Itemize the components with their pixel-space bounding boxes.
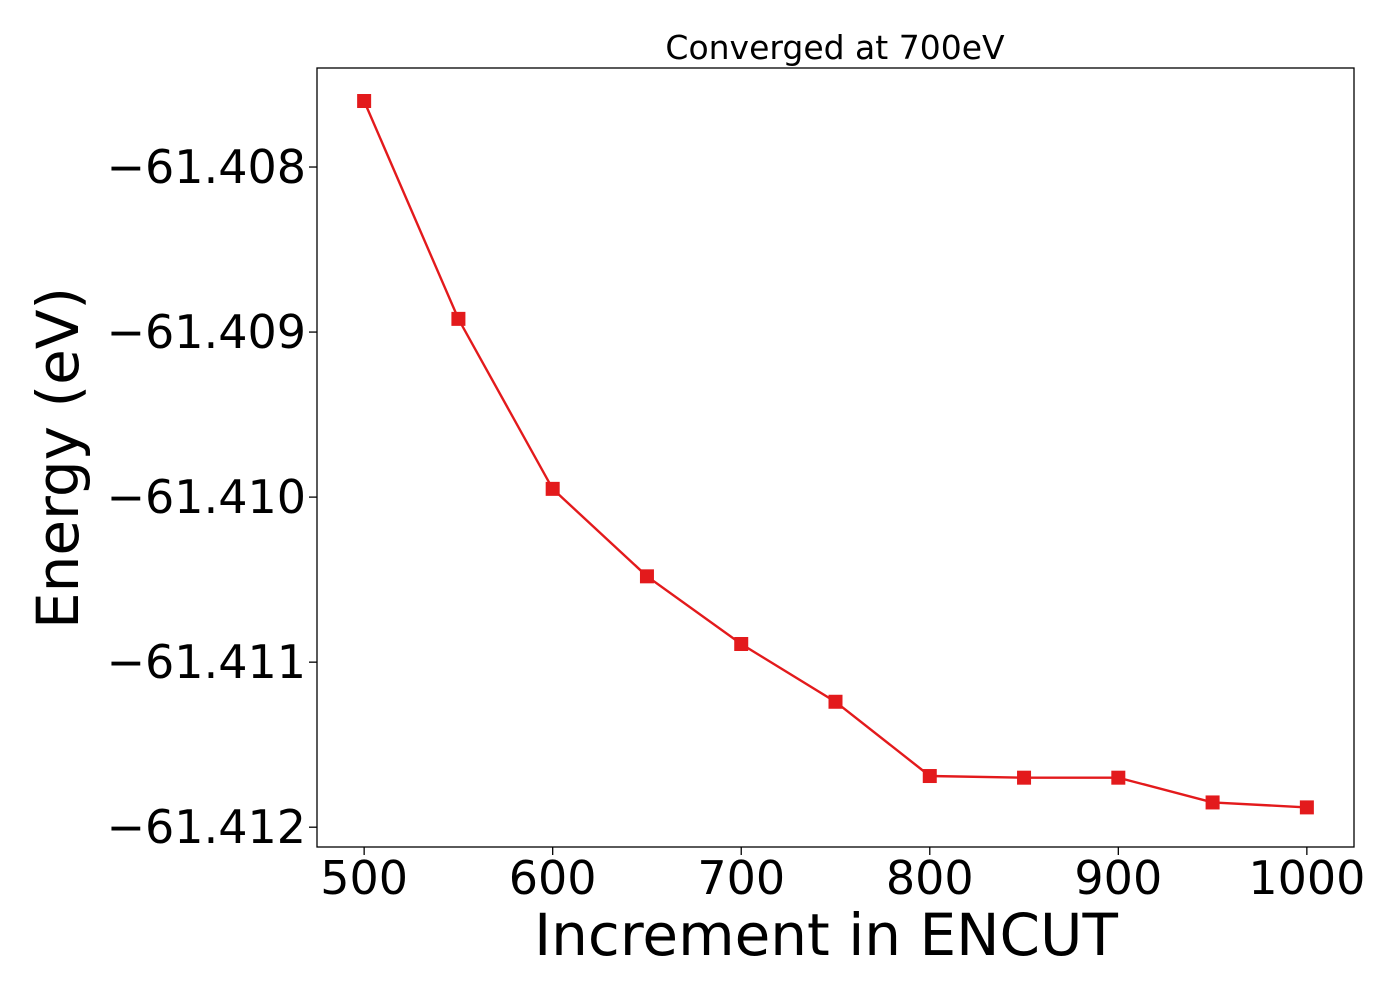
x-axis-ticks: 500 600 700 800 900 1000 bbox=[320, 847, 1365, 905]
y-tick-label: −61.409 bbox=[107, 305, 307, 359]
data-point-marker bbox=[357, 94, 372, 109]
y-axis-ticks: −61.408 −61.409 −61.410 −61.411 −61.412 bbox=[107, 140, 317, 854]
data-point-marker bbox=[828, 694, 843, 709]
y-tick-label: −61.408 bbox=[107, 140, 307, 194]
data-point-marker bbox=[545, 481, 560, 496]
y-tick-label: −61.411 bbox=[107, 635, 307, 689]
x-axis-label: Increment in ENCUT bbox=[534, 901, 1118, 969]
data-point-marker bbox=[1017, 770, 1032, 785]
x-tick-label: 500 bbox=[320, 851, 408, 905]
data-point-marker bbox=[922, 769, 937, 784]
x-tick-label: 800 bbox=[886, 851, 974, 905]
data-point-marker bbox=[1299, 800, 1314, 815]
data-point-marker bbox=[451, 311, 466, 326]
plot-area bbox=[316, 67, 1355, 848]
x-tick-label: 900 bbox=[1074, 851, 1162, 905]
series-layer bbox=[357, 94, 1314, 815]
y-tick-label: −61.410 bbox=[107, 470, 307, 524]
y-axis-label: Energy (eV) bbox=[24, 287, 92, 629]
data-point-marker bbox=[734, 636, 749, 651]
data-point-marker bbox=[639, 569, 654, 584]
x-tick-label: 600 bbox=[509, 851, 597, 905]
x-tick-label: 1000 bbox=[1248, 851, 1365, 905]
x-tick-label: 700 bbox=[697, 851, 785, 905]
data-point-marker bbox=[1111, 770, 1126, 785]
y-tick-label: −61.412 bbox=[107, 800, 307, 854]
chart-title: Converged at 700eV bbox=[665, 28, 1005, 67]
data-point-marker bbox=[1205, 795, 1220, 810]
